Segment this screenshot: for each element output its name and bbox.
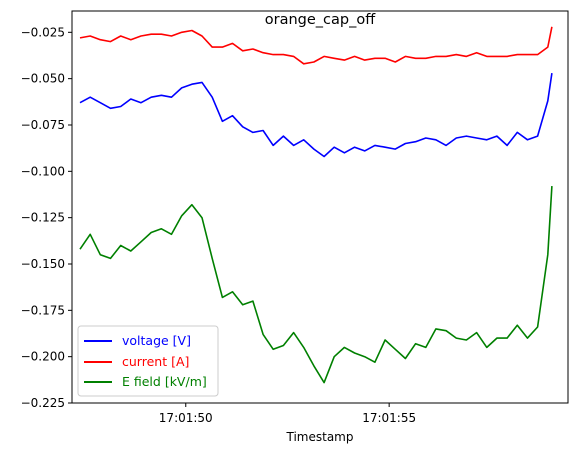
legend-label-efield: E field [kV/m] (122, 374, 207, 389)
x-tick-label: 17:01:55 (362, 411, 416, 425)
y-tick-label: −0.225 (21, 396, 65, 410)
y-tick-label: −0.200 (21, 350, 65, 364)
y-tick-label: −0.025 (21, 25, 65, 39)
y-tick-label: −0.150 (21, 257, 65, 271)
y-axis: −0.025 −0.050 −0.075 −0.100 −0.125 −0.150 −0.1… (21, 25, 72, 410)
x-tick-label: 17:01:50 (159, 411, 213, 425)
series-line-voltage-v (79, 72, 553, 158)
plot-area-frame (71, 10, 569, 404)
chart-title: orange_cap_off (265, 12, 376, 28)
y-tick-label: −0.125 (21, 211, 65, 225)
legend-label-voltage: voltage [V] (122, 333, 191, 348)
y-tick-label: −0.075 (21, 118, 65, 132)
plot-marks (79, 26, 553, 384)
y-tick-label: −0.050 (21, 72, 65, 86)
y-tick-label: −0.100 (21, 164, 65, 178)
legend-box (77, 325, 219, 397)
legend-label-current: current [A] (122, 354, 189, 369)
series-line-current-a (79, 26, 553, 65)
x-axis-title: Timestamp (286, 430, 354, 444)
series-line-e-field-kv-m (79, 186, 553, 384)
x-axis: 17:01:50 17:01:55 (159, 403, 416, 425)
y-tick-label: −0.175 (21, 303, 65, 317)
legend: voltage [V] current [A] E field [kV/m] (77, 325, 219, 397)
